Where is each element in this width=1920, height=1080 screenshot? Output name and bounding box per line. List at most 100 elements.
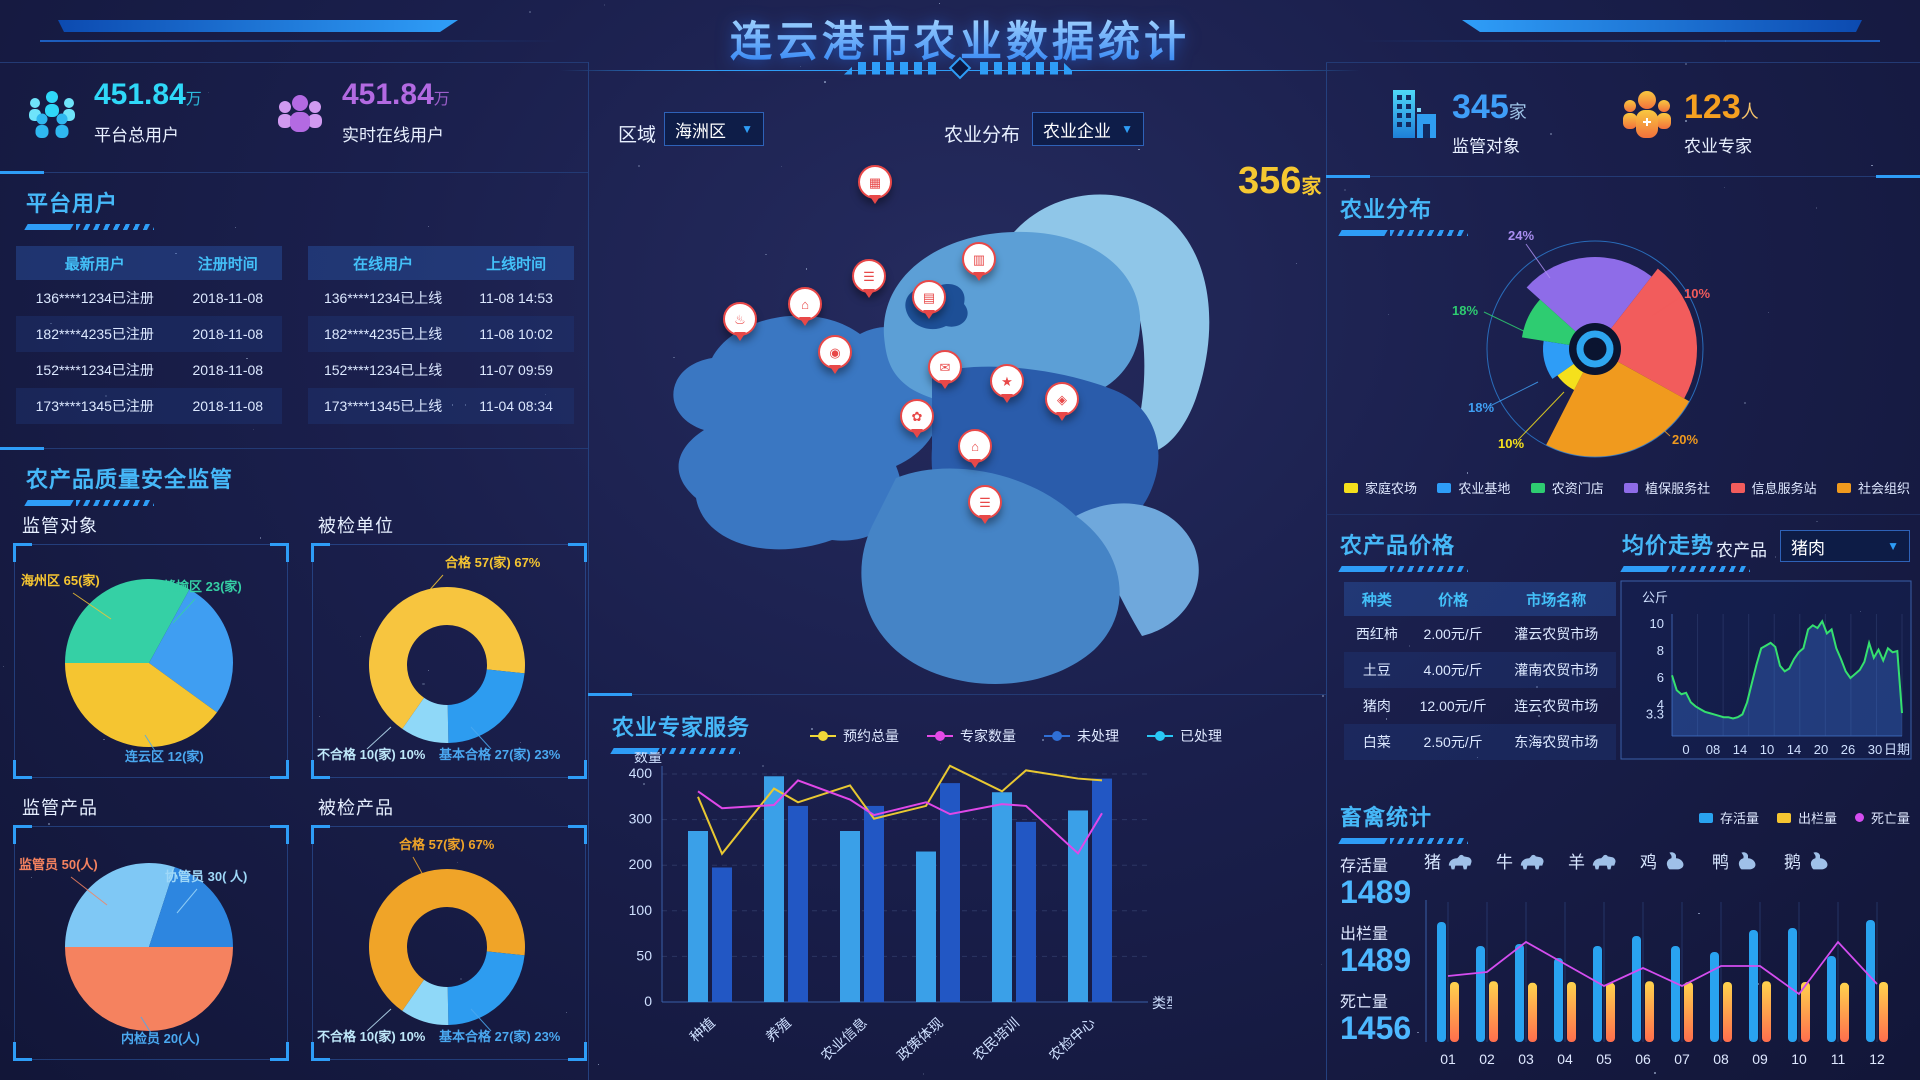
legend-marker xyxy=(1776,812,1791,823)
map-pin-glyph-icon: ◉ xyxy=(829,344,841,360)
section-title-expert-service: 农业专家服务 xyxy=(610,710,750,754)
svg-text:18%: 18% xyxy=(1452,303,1478,318)
map-pin[interactable]: ◉ xyxy=(818,335,852,369)
legend-label: 未处理 xyxy=(1077,728,1119,744)
svg-text:02: 02 xyxy=(1479,1051,1495,1067)
legend-marker xyxy=(810,731,836,741)
svg-text:20: 20 xyxy=(1814,742,1828,757)
map-pin[interactable]: ⌂ xyxy=(788,287,822,321)
map-pin[interactable]: ★ xyxy=(990,364,1024,398)
section-title-distribution: 农业分布 xyxy=(1338,192,1468,236)
legend-item[interactable]: 专家数量 xyxy=(927,726,1016,746)
distribution-dropdown[interactable]: 农业企业 ▼ xyxy=(1032,112,1144,146)
online-row: 173****1345已上线 11-04 08:34 xyxy=(308,388,574,424)
divider-left-column xyxy=(588,62,589,1080)
cell: 182****4235已注册 xyxy=(35,326,154,342)
online-row: 152****1234已上线 11-07 09:59 xyxy=(308,352,574,388)
poultry-icon xyxy=(1738,851,1756,869)
svg-text:300: 300 xyxy=(629,811,653,827)
out-label: 出栏量 xyxy=(1340,926,1389,943)
svg-text:03: 03 xyxy=(1518,1051,1534,1067)
register-row: 152****1234已注册 2018-11-08 xyxy=(16,352,282,388)
legend-item[interactable]: 预约总量 xyxy=(810,726,899,746)
legend-marker xyxy=(1044,731,1070,741)
map-pin[interactable]: ⌂ xyxy=(958,429,992,463)
map-pin[interactable]: ♨ xyxy=(723,302,757,336)
cell: 152****1234已注册 xyxy=(35,362,154,378)
map-pin-glyph-icon: ◈ xyxy=(1057,391,1067,407)
svg-text:赣榆区 23(家): 赣榆区 23(家) xyxy=(163,579,242,594)
svg-text:14: 14 xyxy=(1787,742,1801,757)
svg-text:3.3: 3.3 xyxy=(1646,706,1664,721)
svg-text:连云区 12(家): 连云区 12(家) xyxy=(125,749,204,764)
product-dropdown[interactable]: 猪肉 ▼ xyxy=(1780,530,1910,562)
svg-text:10%: 10% xyxy=(1684,286,1710,301)
legend-item[interactable]: 信息服务站 xyxy=(1730,478,1817,497)
animal-tab-鸡[interactable]: 鸡 xyxy=(1640,848,1690,873)
users-icon xyxy=(278,95,322,132)
alive-value: 1489 xyxy=(1340,874,1412,910)
svg-text:07: 07 xyxy=(1674,1051,1690,1067)
svg-text:养殖: 养殖 xyxy=(762,1014,794,1045)
animal-tab-牛[interactable]: 牛 xyxy=(1496,848,1546,873)
price-row: 白菜 2.50元/斤 东海农贸市场 xyxy=(1344,724,1616,760)
subtitle-pie: 被检单位 xyxy=(318,516,394,536)
divider xyxy=(0,171,588,174)
svg-text:种植: 种植 xyxy=(686,1014,718,1045)
map-pin[interactable]: ◈ xyxy=(1045,382,1079,416)
legend-item[interactable]: 家庭农场 xyxy=(1344,478,1417,497)
chevron-down-icon: ▼ xyxy=(1887,539,1899,553)
region-dropdown[interactable]: 海洲区 ▼ xyxy=(664,112,764,146)
map-pin[interactable]: ▤ xyxy=(912,280,946,314)
map-pin[interactable]: ✉ xyxy=(928,350,962,384)
price-trend-chart: 公斤 10 8 6 43.3 0 08 14 10 14 20 26 30 日期 xyxy=(1620,580,1912,760)
legend-item[interactable]: 死亡量 xyxy=(1854,808,1910,827)
legend-item[interactable]: 农资门店 xyxy=(1530,478,1604,497)
divider-right-column xyxy=(1326,62,1327,1080)
map-pin[interactable]: ▦ xyxy=(858,165,892,199)
svg-text:10: 10 xyxy=(1791,1051,1807,1067)
svg-text:08: 08 xyxy=(1713,1051,1729,1067)
svg-text:农民培训: 农民培训 xyxy=(970,1014,1022,1063)
dead-label: 死亡量 xyxy=(1340,994,1389,1011)
legend-item[interactable]: 农业基地 xyxy=(1437,478,1510,497)
online-row: 182****4235已上线 11-08 10:02 xyxy=(308,316,574,352)
map-pin[interactable]: ☰ xyxy=(852,259,886,293)
svg-text:30: 30 xyxy=(1868,742,1882,757)
stat-label: 监管对象 xyxy=(1452,137,1520,156)
pie-panel-inspected-products: 合格 57(家) 67% 不合格 10(家) 10% 基本合格 27(家) 23% xyxy=(311,825,587,1061)
svg-text:6: 6 xyxy=(1657,670,1664,685)
svg-text:01: 01 xyxy=(1440,1051,1456,1067)
legend-item[interactable]: 未处理 xyxy=(1044,726,1119,746)
animal-tab-羊[interactable]: 羊 xyxy=(1568,848,1618,873)
legend-item[interactable]: 出栏量 xyxy=(1776,808,1837,827)
legend-label: 预约总量 xyxy=(843,728,899,744)
animal-tab-鹅[interactable]: 鹅 xyxy=(1784,848,1834,873)
legend-item[interactable]: 社会组织 xyxy=(1836,478,1910,497)
alive-label: 存活量 xyxy=(1340,858,1389,875)
animal-tabs: 猪牛 羊 鸡鸭鹅 xyxy=(1424,848,1834,873)
section-title-prices: 农产品价格 xyxy=(1338,528,1468,572)
animal-tab-猪[interactable]: 猪 xyxy=(1424,848,1474,873)
legend-marker xyxy=(1530,482,1545,493)
price-row: 西红柿 2.00元/斤 灌云农贸市场 xyxy=(1344,616,1616,652)
legend-label: 信息服务站 xyxy=(1751,481,1817,496)
animal-label: 羊 xyxy=(1568,853,1585,872)
legend-item[interactable]: 存活量 xyxy=(1698,808,1759,827)
map-pin[interactable]: ▥ xyxy=(962,242,996,276)
map-pin[interactable]: ☰ xyxy=(968,485,1002,519)
pie-panel-supervision-objects: 海州区 65(家) 赣榆区 23(家) 连云区 12(家) xyxy=(13,543,289,779)
livestock-legend: 存活量 出栏量 死亡量 xyxy=(1630,808,1910,827)
map-pin[interactable]: ✿ xyxy=(900,399,934,433)
cell: 12.00元/斤 xyxy=(1419,698,1487,714)
register-row: 182****4235已注册 2018-11-08 xyxy=(16,316,282,352)
legend-label: 社会组织 xyxy=(1857,481,1910,496)
map-pin-glyph-icon: ♨ xyxy=(734,311,746,327)
animal-tab-鸭[interactable]: 鸭 xyxy=(1712,848,1762,873)
svg-text:10: 10 xyxy=(1760,742,1774,757)
legend-label: 农业基地 xyxy=(1458,481,1511,496)
svg-text:12: 12 xyxy=(1869,1051,1885,1067)
legend-item[interactable]: 植保服务社 xyxy=(1624,478,1710,497)
legend-item[interactable]: 已处理 xyxy=(1147,726,1222,746)
